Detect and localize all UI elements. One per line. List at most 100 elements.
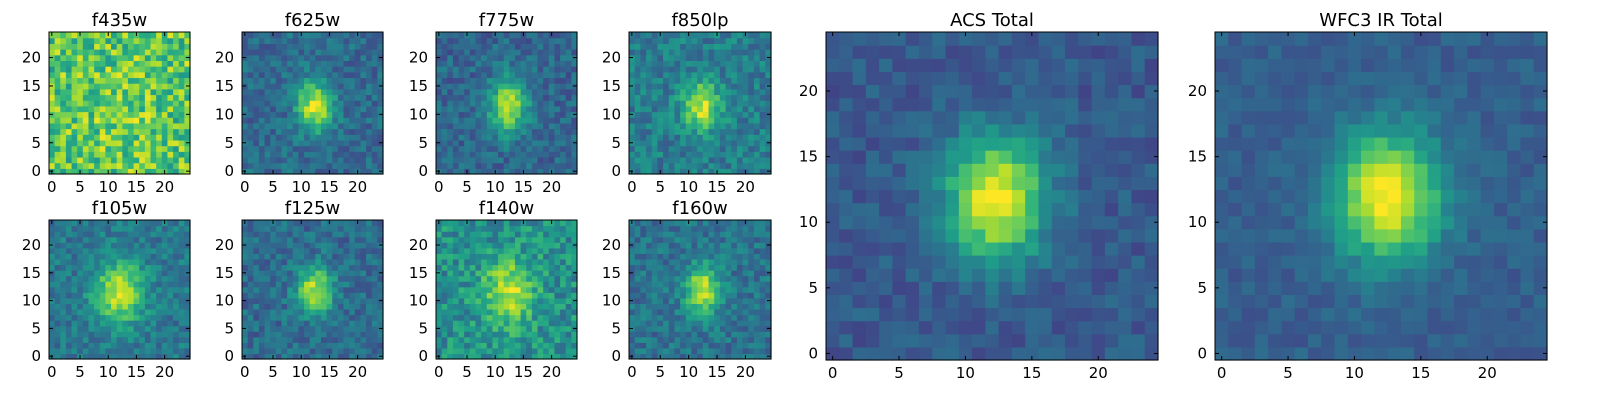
pixel-cell	[503, 292, 510, 299]
pixel-cell	[691, 94, 698, 101]
pixel-cell	[731, 347, 738, 355]
pixel-cell	[663, 128, 670, 135]
pixel-cell	[105, 281, 112, 288]
pixel-cell	[116, 83, 123, 90]
pixel-cell	[725, 49, 732, 56]
pixel-cell	[571, 94, 578, 101]
pixel-cell	[161, 342, 169, 349]
pixel-cell	[122, 292, 129, 299]
pixel-cell	[634, 66, 641, 73]
pixel-cell	[503, 225, 510, 232]
pixel-cell	[144, 264, 152, 271]
pixel-cell	[537, 162, 544, 169]
pixel-cell	[731, 43, 738, 50]
pixel-cell	[315, 275, 322, 282]
pixel-cell	[554, 100, 561, 107]
pixel-cell	[464, 253, 471, 260]
pixel-cell	[281, 151, 288, 158]
pixel-cell	[360, 253, 367, 260]
axes-frame	[435, 219, 578, 360]
pixel-cell	[360, 281, 367, 288]
pixel-cell	[492, 94, 499, 101]
pixel-cell	[537, 145, 544, 152]
pixel-cell	[492, 156, 499, 164]
pixel-cell	[719, 122, 727, 130]
pixel-cell	[537, 236, 544, 243]
pixel-cell	[498, 37, 505, 44]
pixel-cell	[242, 145, 249, 152]
pixel-cell	[486, 281, 493, 288]
pixel-cell	[139, 105, 146, 113]
pixel-cell	[150, 43, 157, 50]
pixel-cell	[731, 336, 738, 343]
pixel-cell	[702, 37, 710, 44]
pixel-cell	[503, 236, 510, 243]
pixel-cell	[560, 49, 567, 56]
pixel-cell	[377, 275, 384, 282]
pixel-cell	[337, 292, 345, 299]
pixel-cell	[436, 105, 443, 113]
pixel-cell	[736, 49, 744, 56]
pixel-cell	[326, 37, 333, 44]
pixel-cell	[105, 156, 112, 164]
pixel-cell	[759, 314, 766, 321]
pixel-cell	[366, 347, 373, 355]
pixel-cell	[298, 303, 305, 310]
pixel-cell	[685, 270, 693, 277]
pixel-cell	[719, 325, 727, 332]
pixel-cell	[526, 54, 533, 61]
pixel-cell	[71, 264, 78, 271]
pixel-cell	[54, 139, 61, 147]
pixel-cell	[122, 308, 129, 316]
pixel-cell	[537, 105, 544, 113]
pixel-cell	[270, 151, 277, 158]
pixel-cell	[167, 353, 174, 360]
pixel-cell	[759, 308, 766, 316]
pixel-cell	[742, 122, 749, 130]
pixel-cell	[156, 128, 163, 135]
pixel-cell	[371, 111, 378, 118]
pixel-cell	[77, 258, 84, 266]
pixel-cell	[371, 292, 378, 299]
pixel-cell	[292, 270, 299, 277]
pixel-cell	[753, 139, 761, 147]
pixel-cell	[548, 286, 556, 293]
pixel-cell	[156, 43, 163, 50]
pixel-cell	[571, 258, 578, 266]
pixel-cell	[441, 308, 448, 316]
pixel-cell	[298, 320, 305, 327]
pixel-cell	[537, 253, 544, 260]
pixel-cell	[309, 231, 316, 238]
pixel-cell	[94, 168, 101, 175]
pixel-cell	[537, 275, 544, 282]
pixel-cell	[139, 292, 146, 299]
pixel-cell	[309, 77, 316, 84]
pixel-cell	[481, 308, 488, 316]
pixel-cell	[105, 292, 112, 299]
pixel-cell	[565, 151, 572, 158]
pixel-cell	[725, 111, 732, 118]
pixel-cell	[514, 247, 522, 254]
pixel-cell	[634, 151, 641, 158]
pixel-cell	[343, 220, 350, 227]
pixel-cell	[668, 331, 676, 338]
pixel-cell	[565, 94, 572, 101]
pixel-cell	[548, 275, 556, 282]
pixel-cell	[565, 286, 572, 293]
pixel-cell	[133, 325, 140, 332]
pixel-cell	[731, 308, 738, 316]
pixel-cell	[371, 331, 378, 338]
pixel-cell	[144, 325, 152, 332]
pixel-cell	[481, 88, 488, 96]
pixel-cell	[309, 83, 316, 90]
pixel-cell	[719, 151, 727, 158]
pixel-cell	[343, 225, 350, 232]
pixel-cell	[680, 353, 687, 360]
pixel-cell	[133, 270, 140, 277]
pixel-cell	[49, 122, 56, 130]
pixel-cell	[343, 242, 350, 249]
pixel-cell	[452, 242, 460, 249]
pixel-cell	[178, 292, 185, 299]
pixel-cell	[514, 66, 522, 73]
